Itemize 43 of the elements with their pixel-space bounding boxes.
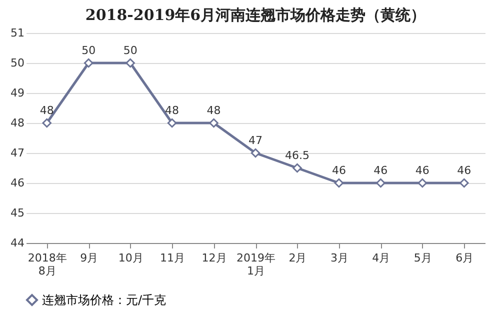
x-tick-label: 5月: [414, 252, 432, 264]
point: [334, 178, 344, 188]
y-tick-label: 47: [10, 146, 24, 160]
chart-title: 2018-2019年6月河南连翘市场价格走势（黄统）: [85, 6, 426, 24]
point: [418, 178, 428, 188]
point: [250, 148, 260, 158]
legend-label: 连翘市场价格：元/千克: [42, 293, 166, 307]
x-tick-label: 6月: [456, 252, 474, 264]
point: [376, 178, 386, 188]
point: [460, 178, 469, 188]
y-tick-label: 49: [10, 86, 24, 100]
data-label: 48: [206, 104, 221, 117]
point: [167, 118, 177, 128]
point: [84, 58, 94, 68]
x-tick-label: 2月: [288, 252, 307, 264]
x-tick-label: 3月: [330, 252, 348, 264]
y-tick-label: 48: [10, 116, 24, 130]
data-label: 46: [374, 164, 388, 177]
data-label: 46: [457, 164, 472, 177]
point: [292, 163, 302, 173]
point: [126, 58, 135, 68]
y-tick-label: 50: [10, 56, 24, 70]
x-tick-label: 4月: [372, 252, 390, 264]
data-label: 46: [415, 164, 430, 177]
data-label: 50: [82, 44, 96, 57]
x-tick-label: 2018年 8月: [28, 252, 67, 278]
data-label: 48: [40, 104, 54, 117]
x-tick-label: 9月: [80, 252, 98, 264]
point: [209, 118, 218, 128]
y-tick-label: 44: [10, 236, 24, 250]
point: [42, 118, 52, 128]
data-label: 50: [123, 44, 138, 57]
x-tick-label: 10月: [118, 252, 144, 264]
y-tick-label: 45: [10, 206, 24, 220]
data-label: 48: [165, 104, 180, 117]
x-tick-label: 11月: [160, 252, 186, 264]
x-tick-label: 12月: [202, 252, 227, 264]
data-label: 47: [248, 134, 262, 147]
data-label: 46: [332, 164, 346, 177]
x-tick-label: 2019年 1月: [236, 252, 276, 278]
y-tick-label: 51: [10, 26, 24, 40]
data-label: 46.5: [284, 149, 310, 162]
y-tick-label: 46: [10, 176, 24, 190]
